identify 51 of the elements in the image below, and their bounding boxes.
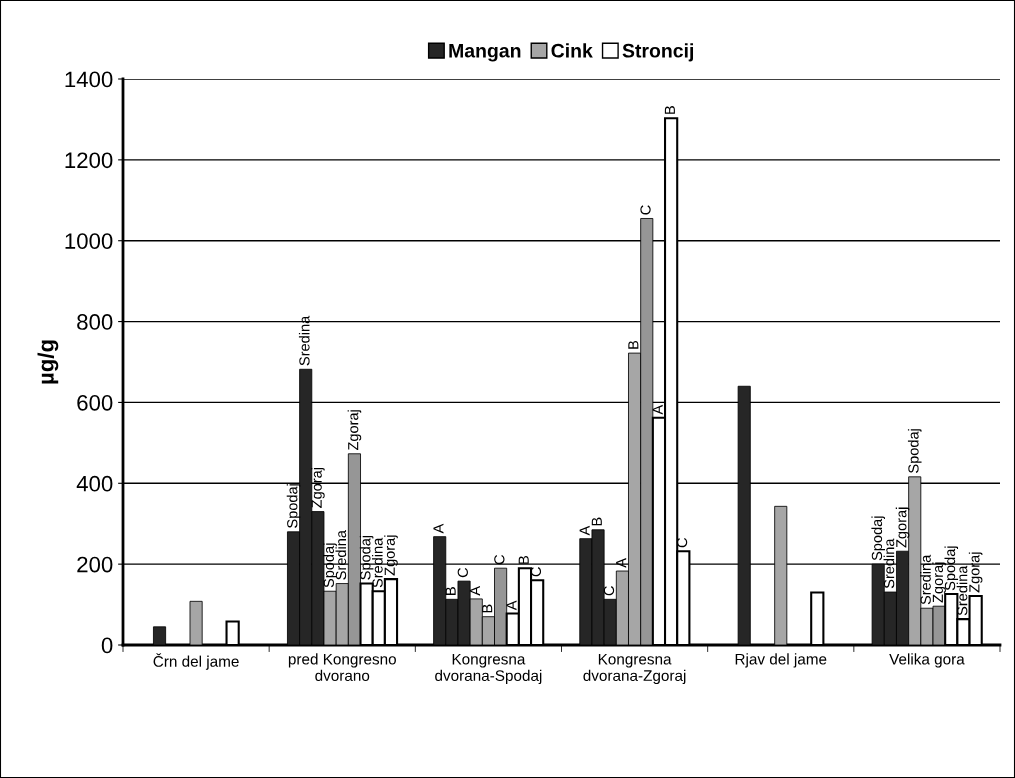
data-label: C	[494, 554, 505, 565]
data-label: C	[603, 586, 615, 596]
data-label: Spodaj	[323, 543, 337, 588]
legend-label: Stroncij	[622, 43, 694, 62]
y-tick-label: 800	[77, 314, 113, 330]
data-label: Zgoraj	[384, 535, 398, 576]
y-axis-title: µg/g	[37, 340, 59, 384]
data-label: Spodaj	[359, 535, 374, 580]
x-tick-label: Kongresna dvorana-Spodaj	[435, 653, 542, 685]
data-label: B	[664, 106, 675, 114]
y-tick-label: 600	[77, 394, 113, 411]
data-label: A	[579, 525, 590, 536]
data-label: B	[482, 604, 493, 613]
data-label: Sredina	[298, 315, 310, 366]
data-label: A	[652, 404, 663, 415]
data-label: Zgoraj	[311, 468, 325, 508]
y-tick-label: 1200	[65, 152, 113, 169]
data-label: B	[591, 517, 602, 526]
x-tick-label: pred Kongresno dvorano	[288, 653, 396, 682]
y-tick-label: 200	[77, 556, 113, 573]
data-label: A	[616, 558, 627, 568]
data-label: Spodaj	[907, 429, 922, 473]
data-label: B	[518, 555, 529, 564]
data-label: Sredina	[920, 554, 931, 605]
data-label: Zgoraj	[968, 552, 983, 593]
data-label: Sredina	[335, 530, 347, 580]
y-tick-label: 400	[76, 475, 113, 492]
x-tick-label: Črn del jame	[153, 653, 239, 670]
y-tick-label: 1400	[65, 71, 113, 88]
data-label: B	[445, 587, 456, 595]
legend-label: Cink	[551, 43, 593, 58]
data-label: C	[640, 205, 651, 215]
data-label: Spodaj	[871, 516, 885, 561]
data-label: Zgoraj	[895, 507, 910, 548]
data-label: A	[506, 600, 517, 611]
legend-label: Mangan	[449, 44, 521, 62]
y-tick-label: 1000	[65, 233, 113, 249]
y-tick-label: 0	[101, 637, 113, 654]
x-tick-label: Kongresna dvorana-Zgoraj	[583, 653, 686, 685]
data-label: A	[433, 523, 444, 534]
x-tick-label: Velika gora	[889, 653, 965, 668]
data-label: Spodaj	[944, 546, 959, 591]
data-label: B	[628, 340, 639, 349]
data-label: Spodaj	[286, 484, 301, 528]
data-label: C	[457, 567, 468, 578]
data-label: A	[469, 585, 481, 596]
data-label: Zgoraj	[932, 562, 946, 603]
x-tick-label: Rjav del jame	[735, 653, 827, 668]
data-label: Sredina	[883, 538, 895, 589]
data-label: Zgoraj	[347, 410, 362, 451]
data-label: Sredina	[956, 565, 968, 616]
